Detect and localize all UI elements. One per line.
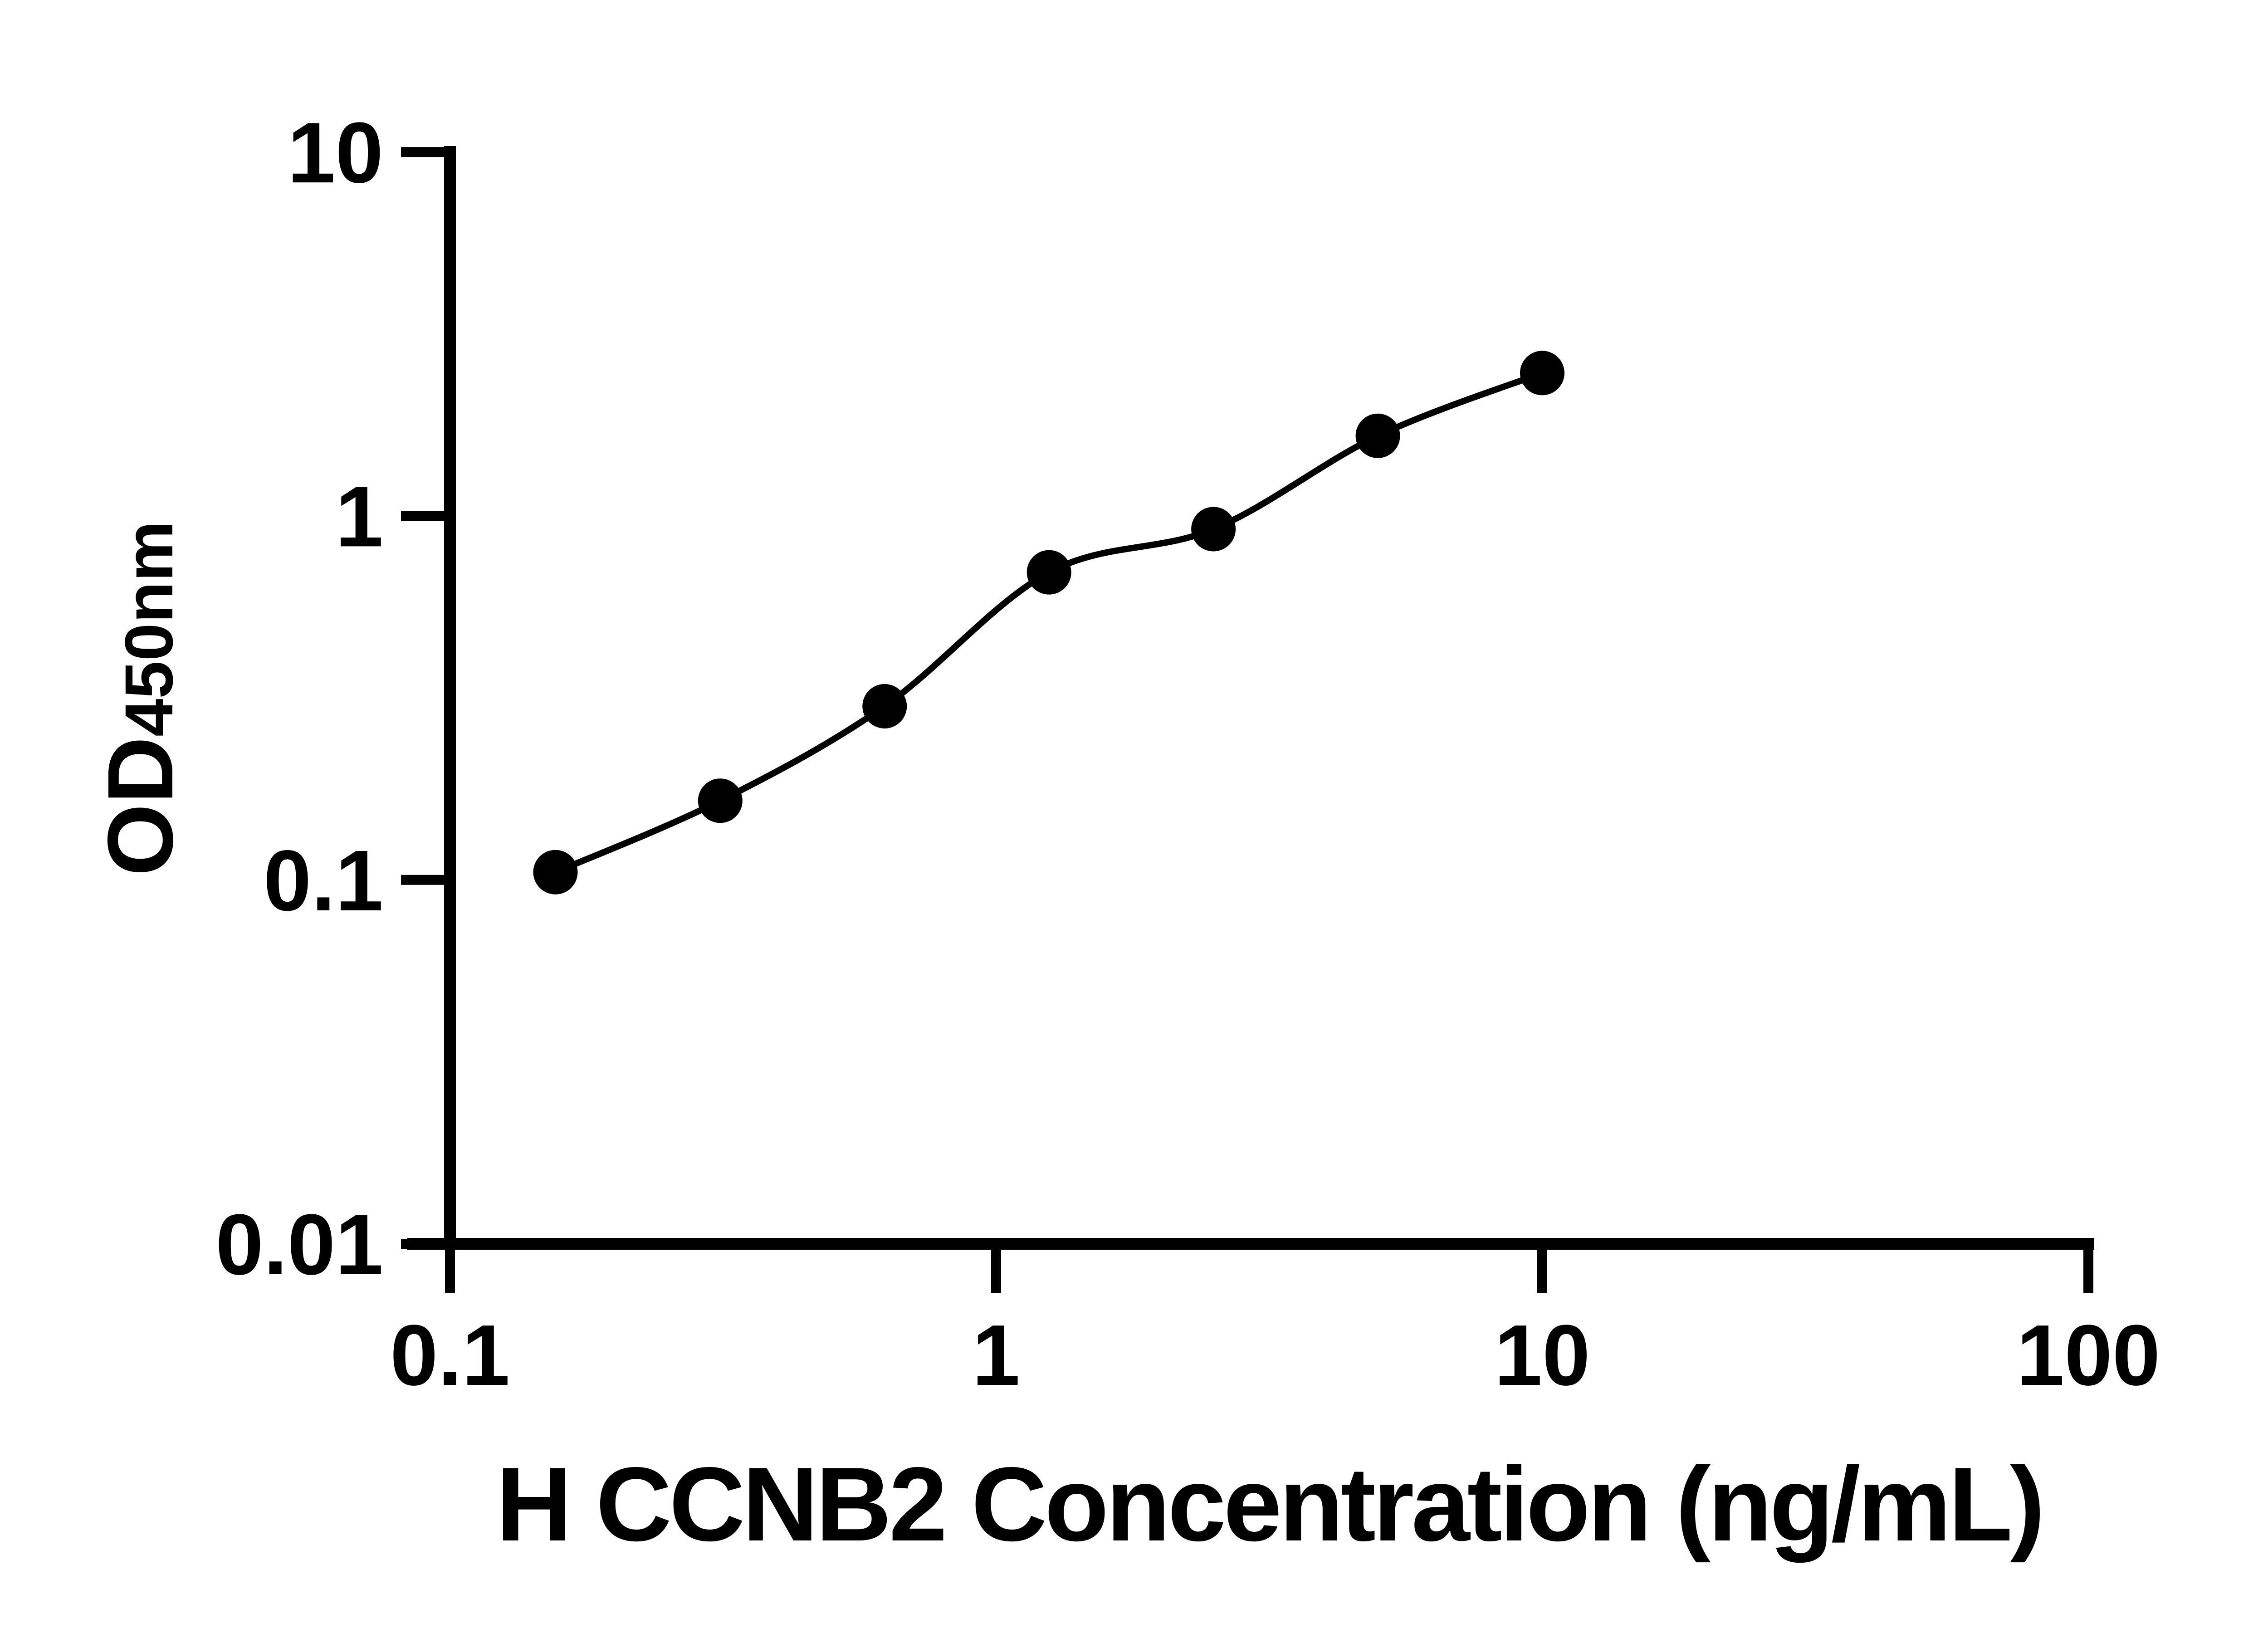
y-tick-label: 1: [335, 469, 383, 565]
x-axis-title: H CCNB2 Concentration (ng/mL): [496, 1446, 2043, 1563]
x-tick-label: 100: [2016, 1307, 2160, 1403]
data-point: [1355, 413, 1400, 458]
data-point: [698, 778, 743, 823]
data-point: [533, 850, 578, 895]
x-tick-label: 0.1: [390, 1307, 510, 1403]
y-axis-title-main: OD: [88, 737, 192, 876]
y-tick-label: 0.01: [215, 1197, 383, 1293]
axes: [407, 146, 2094, 1250]
data-point: [1026, 550, 1071, 595]
x-tick-label: 10: [1494, 1307, 1590, 1403]
x-tick-label: 1: [972, 1307, 1020, 1403]
y-axis-title: OD450nm: [88, 521, 192, 876]
data-point: [1520, 351, 1564, 396]
data-point: [862, 684, 907, 728]
data-point: [1191, 507, 1236, 552]
y-axis-title-subscript: 450nm: [111, 521, 187, 737]
axis-ticks: [401, 147, 2093, 1293]
y-tick-label: 10: [288, 105, 383, 201]
y-tick-label: 0.1: [264, 833, 383, 929]
data-series: [533, 351, 1564, 895]
